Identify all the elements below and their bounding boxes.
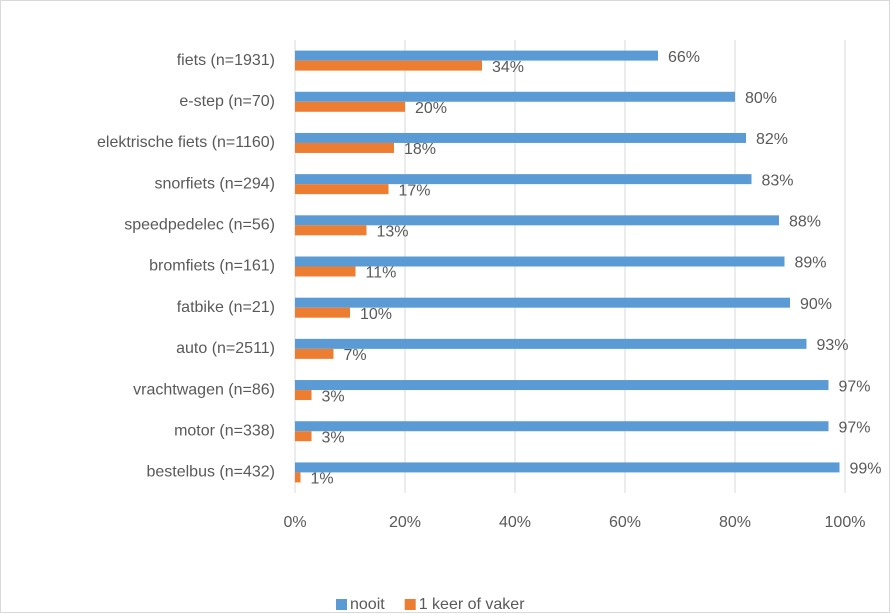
x-tick-label: 40% — [499, 514, 531, 531]
y-tick-label: fatbike (n=21) — [177, 299, 275, 316]
y-tick-label: vrachtwagen (n=86) — [133, 381, 275, 398]
data-label: 99% — [850, 461, 882, 478]
bar — [295, 184, 389, 195]
bar — [295, 297, 790, 308]
y-tick-label: elektrische fiets (n=1160) — [97, 134, 275, 151]
data-label: 7% — [344, 347, 367, 364]
data-label: 13% — [377, 224, 409, 241]
y-tick-label: speedpedelec (n=56) — [124, 217, 275, 234]
legend-label: 1 keer of vaker — [419, 596, 526, 613]
data-label: 18% — [404, 141, 436, 158]
bar — [295, 348, 334, 359]
bar — [295, 50, 658, 61]
legend-swatch — [404, 599, 416, 610]
y-tick-label: bestelbus (n=432) — [146, 464, 275, 481]
bar — [295, 215, 779, 226]
x-tick-label: 100% — [825, 514, 866, 531]
bar — [295, 390, 312, 401]
bar — [295, 338, 807, 349]
bar — [295, 91, 735, 102]
data-label: 97% — [839, 419, 871, 436]
data-label: 34% — [492, 59, 524, 76]
bar — [295, 421, 829, 432]
data-label: 10% — [360, 306, 392, 323]
y-tick-label: bromfiets (n=161) — [149, 258, 275, 275]
data-label: 20% — [415, 100, 447, 117]
bar — [295, 101, 405, 112]
data-label: 11% — [366, 265, 397, 282]
x-tick-label: 60% — [609, 514, 641, 531]
x-tick-label: 20% — [389, 514, 421, 531]
data-label: 3% — [322, 429, 345, 446]
data-label: 17% — [399, 182, 431, 199]
data-label: 88% — [789, 214, 821, 231]
data-label: 66% — [668, 49, 700, 66]
x-tick-label: 0% — [283, 514, 306, 531]
bar — [295, 225, 367, 236]
bar — [295, 142, 394, 153]
bar — [295, 60, 482, 71]
data-label: 1% — [311, 471, 334, 488]
x-tick-label: 80% — [719, 514, 751, 531]
bar — [295, 256, 785, 267]
bar — [295, 174, 752, 185]
bar — [295, 380, 829, 391]
data-label: 82% — [756, 131, 788, 148]
bar — [295, 307, 350, 318]
data-label: 90% — [800, 296, 832, 313]
bar — [295, 462, 840, 473]
data-label: 3% — [322, 388, 345, 405]
bar — [295, 472, 301, 483]
y-tick-label: e-step (n=70) — [179, 93, 275, 110]
data-label: 80% — [745, 90, 777, 107]
y-tick-label: fiets (n=1931) — [177, 52, 275, 69]
legend-swatch — [336, 599, 347, 610]
legend-label: nooit — [350, 596, 385, 613]
data-label: 83% — [762, 172, 794, 189]
y-tick-label: motor (n=338) — [174, 422, 275, 439]
y-tick-label: snorfiets (n=294) — [154, 175, 275, 192]
data-label: 97% — [839, 378, 871, 395]
data-label: 93% — [817, 337, 849, 354]
data-label: 89% — [795, 255, 827, 272]
bar — [295, 266, 356, 277]
bar — [295, 132, 746, 143]
bar — [295, 431, 312, 442]
y-tick-label: auto (n=2511) — [176, 340, 275, 357]
